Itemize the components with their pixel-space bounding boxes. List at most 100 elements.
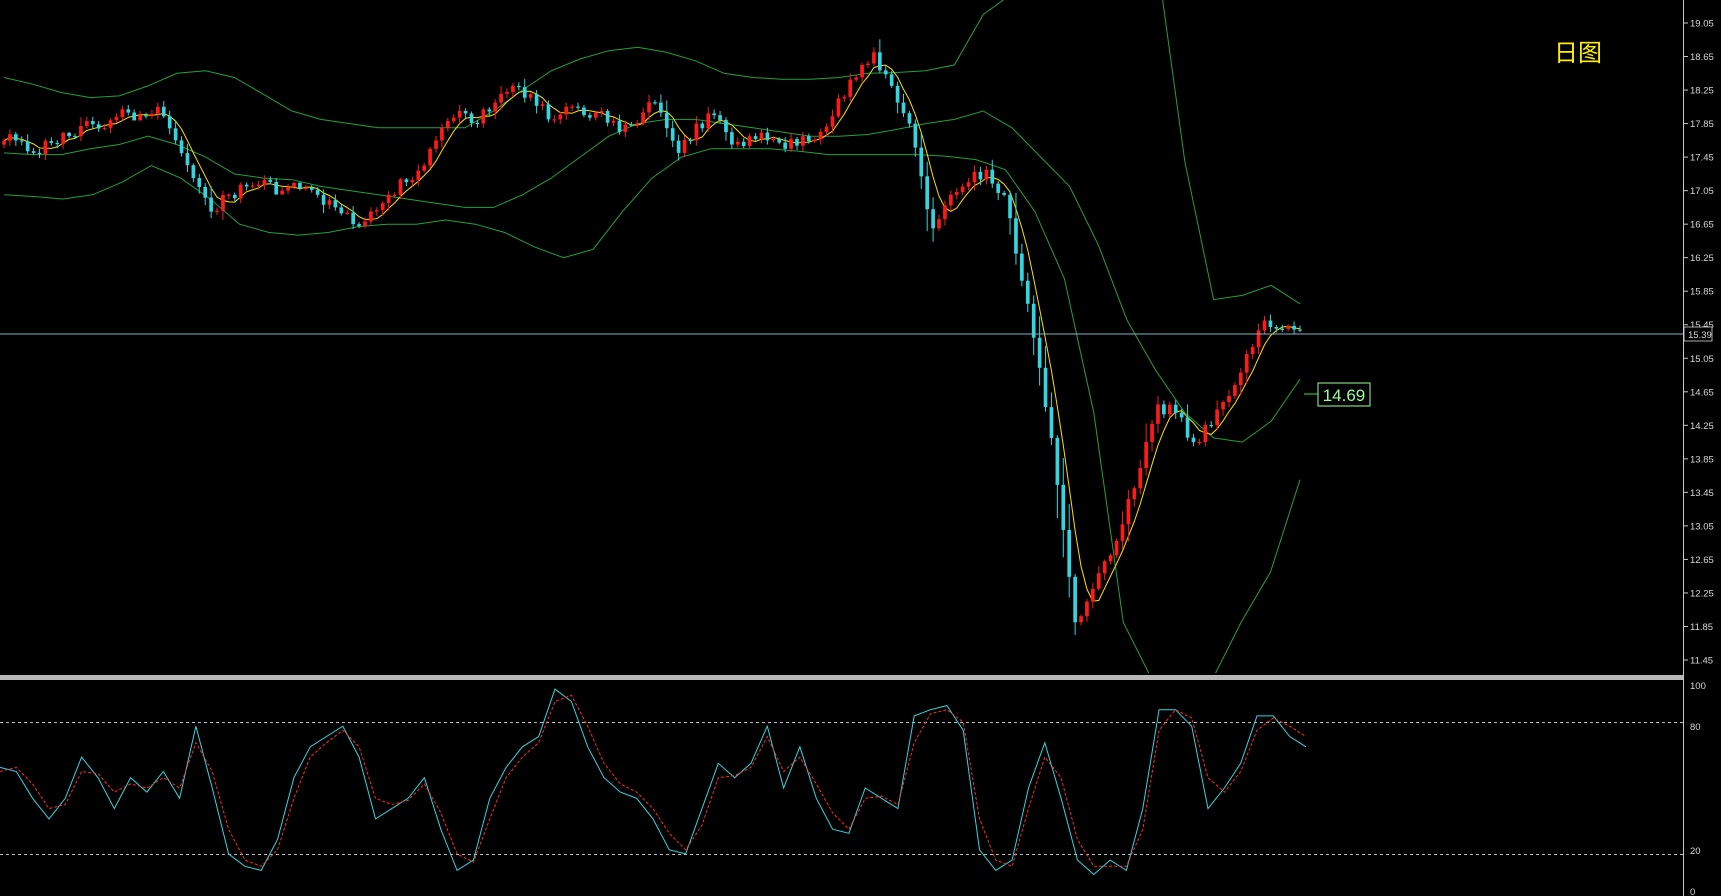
bear-candle — [878, 52, 882, 71]
bull-candle — [558, 114, 563, 120]
bear-candle — [339, 207, 344, 214]
bull-candle — [138, 115, 142, 121]
bear-candle — [1014, 218, 1018, 254]
bull-candle — [824, 126, 829, 132]
bull-candle — [428, 148, 432, 166]
bear-candle — [268, 179, 273, 182]
bear-candle — [179, 140, 184, 154]
bear-candle — [357, 224, 361, 227]
bull-candle — [842, 96, 847, 99]
bull-candle — [374, 210, 379, 212]
bull-candle — [120, 109, 125, 117]
bear-candle — [1162, 404, 1166, 415]
bull-candle — [1144, 441, 1148, 469]
bull-candle — [221, 194, 225, 211]
bull-candle — [416, 170, 421, 180]
price-pane — [2, 0, 1302, 673]
bull-candle — [457, 111, 462, 118]
bull-candle — [286, 187, 290, 191]
bull-candle — [789, 139, 793, 149]
bear-candle — [741, 141, 746, 146]
bear-candle — [55, 142, 60, 145]
bear-candle — [588, 115, 592, 118]
bull-candle — [227, 194, 231, 197]
bear-candle — [883, 70, 888, 75]
current-price-label: 15.39 — [1688, 330, 1712, 341]
bull-candle — [1238, 372, 1243, 386]
stochastic-lines — [0, 688, 1307, 876]
bear-candle — [1020, 253, 1024, 281]
bull-candle — [386, 194, 391, 204]
bear-candle — [546, 104, 551, 120]
bear-candle — [1002, 192, 1006, 195]
bear-candle — [209, 197, 213, 212]
price-tick-label: 16.65 — [1690, 220, 1714, 231]
bull-candle — [540, 104, 545, 106]
bull-candle — [1250, 347, 1255, 355]
bull-candle — [1156, 404, 1160, 424]
bull-candle — [262, 179, 267, 185]
price-tick-label: 14.25 — [1690, 421, 1714, 432]
bull-candle — [434, 140, 438, 149]
bear-candle — [629, 124, 634, 126]
bear-candle — [795, 139, 799, 146]
bull-candle — [771, 138, 776, 141]
oscillator-tick-label: 80 — [1690, 722, 1701, 733]
bear-candle — [1061, 484, 1066, 530]
bull-candle — [972, 171, 977, 183]
bear-candle — [925, 176, 930, 210]
price-tick-label: 11.45 — [1690, 656, 1713, 667]
bear-candle — [1209, 425, 1214, 427]
bear-candle — [895, 85, 900, 103]
bull-candle — [812, 139, 817, 142]
bear-candle — [232, 194, 237, 199]
bull-candle — [446, 121, 450, 128]
bear-candle — [351, 212, 355, 225]
bull-candle — [1120, 524, 1125, 541]
bull-candle — [493, 102, 498, 112]
price-tick-label: 17.45 — [1690, 153, 1714, 164]
price-tick-label: 18.65 — [1690, 52, 1714, 63]
price-tick-label: 12.65 — [1690, 555, 1714, 566]
bull-candle — [854, 77, 858, 80]
bear-candle — [96, 124, 101, 129]
bull-candle — [1262, 320, 1267, 331]
bull-candle — [866, 63, 870, 65]
bear-candle — [1025, 280, 1030, 304]
bear-candle — [1049, 407, 1054, 438]
bear-candle — [185, 153, 190, 166]
price-axis: 19.05 18.65 18.25 17.85 17.45 17.05 16.65 16.25… — [1683, 0, 1714, 896]
bear-candle — [664, 112, 669, 129]
bear-candle — [1067, 529, 1072, 577]
bull-candle — [102, 127, 107, 129]
bull-candle — [1085, 601, 1089, 617]
bear-candle — [670, 128, 675, 141]
bear-candle — [724, 119, 728, 133]
bear-candle — [126, 109, 131, 113]
bear-candle — [25, 141, 30, 152]
bull-candle — [150, 113, 154, 116]
bear-candle — [806, 136, 811, 142]
bull-candle — [623, 124, 628, 132]
bull-candle — [552, 119, 557, 121]
bull-candle — [280, 190, 284, 195]
price-tick-label: 19.05 — [1690, 19, 1714, 30]
bear-candle — [1031, 303, 1036, 338]
bear-candle — [1043, 367, 1048, 408]
bull-candle — [1108, 555, 1113, 562]
price-tick-label: 13.45 — [1690, 488, 1714, 499]
bull-candle — [422, 165, 426, 171]
bear-candle — [90, 121, 95, 125]
bull-candle — [949, 194, 953, 206]
bull-candle — [593, 112, 598, 118]
bull-candle — [570, 106, 574, 108]
stochastic-main-line — [0, 688, 1307, 876]
bear-candle — [197, 178, 202, 187]
bull-candle — [641, 112, 645, 124]
bear-candle — [901, 102, 906, 114]
bear-candle — [475, 122, 480, 125]
bull-candle — [1203, 425, 1208, 443]
price-tick-label: 11.85 — [1690, 622, 1713, 633]
bear-candle — [1008, 194, 1012, 219]
bull-candle — [8, 134, 12, 141]
